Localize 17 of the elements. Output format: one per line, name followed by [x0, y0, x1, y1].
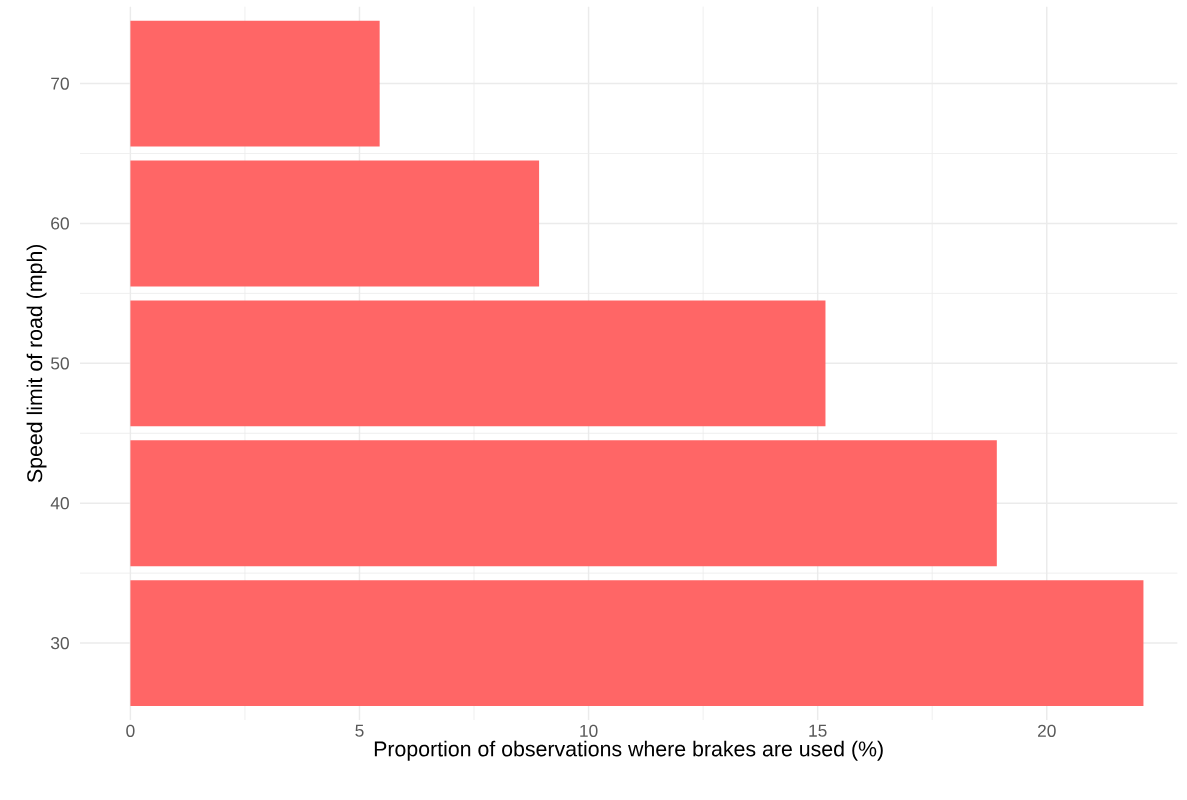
y-tick-label: 60	[51, 217, 69, 230]
bar	[130, 300, 826, 427]
y-tick-label: 70	[51, 77, 69, 90]
x-tick-label: 10	[580, 724, 598, 737]
y-tick-label: 40	[50, 497, 69, 510]
x-tick-label: 0	[126, 724, 135, 737]
y-tick-label: 30	[50, 636, 69, 650]
bar	[130, 580, 1144, 707]
x-axis-title: Proportion of observations where brakes are used (%)	[374, 740, 883, 761]
x-tick-label: 5	[355, 724, 364, 737]
y-axis-title: Speed limit of road (mph)	[26, 244, 47, 483]
bar	[130, 20, 380, 147]
x-tick-label: 15	[809, 724, 827, 737]
x-tick-label: 20	[1038, 724, 1056, 737]
y-tick-label: 50	[51, 357, 69, 370]
bar	[130, 440, 997, 567]
bar	[130, 160, 540, 287]
